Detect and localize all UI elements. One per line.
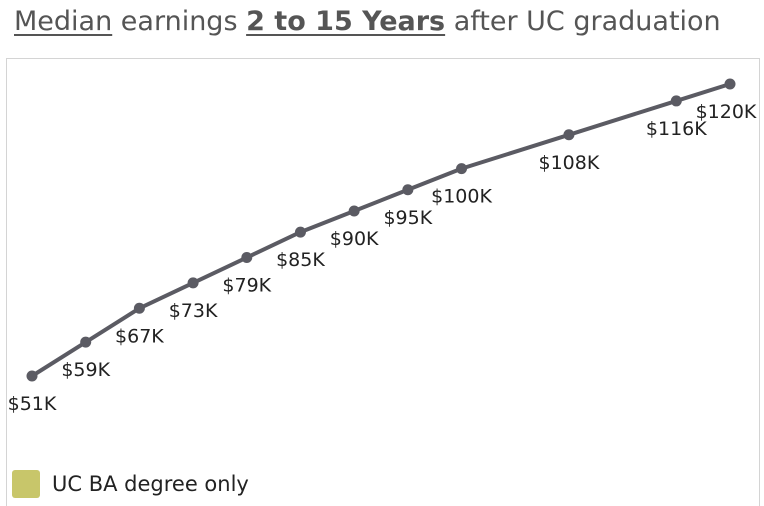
title-years: 2 to 15 Years	[246, 6, 446, 37]
series-line	[30, 82, 732, 378]
data-point[interactable]	[187, 277, 199, 289]
data-label: $90K	[330, 228, 379, 250]
data-label: $108K	[539, 152, 600, 174]
data-label: $100K	[431, 186, 492, 208]
title-after: after UC graduation	[445, 6, 721, 37]
legend: UC BA degree only	[12, 470, 249, 498]
data-point[interactable]	[26, 370, 38, 382]
data-label: $67K	[115, 325, 164, 347]
data-point[interactable]	[294, 226, 306, 238]
legend-label: UC BA degree only	[52, 472, 249, 496]
data-label: $59K	[61, 359, 110, 381]
data-point[interactable]	[348, 205, 360, 217]
data-label: $51K	[8, 393, 57, 415]
data-label: $73K	[169, 300, 218, 322]
data-point[interactable]	[456, 163, 468, 175]
data-point[interactable]	[241, 252, 253, 264]
data-label: $120K	[696, 101, 757, 123]
legend-swatch	[12, 470, 40, 498]
data-point[interactable]	[133, 302, 145, 314]
data-point[interactable]	[80, 336, 92, 348]
data-point[interactable]	[402, 184, 414, 196]
data-point[interactable]	[724, 78, 736, 90]
data-label: $79K	[222, 275, 271, 297]
title-earnings: earnings	[112, 6, 247, 37]
data-label: $95K	[383, 207, 432, 229]
data-point[interactable]	[563, 129, 575, 141]
chart-panel	[6, 58, 760, 506]
title-median: Median	[14, 6, 113, 37]
chart-title: Median earnings 2 to 15 Years after UC g…	[14, 2, 721, 42]
data-label: $85K	[276, 249, 325, 271]
data-point[interactable]	[670, 95, 682, 107]
data-label: $116K	[646, 118, 707, 140]
